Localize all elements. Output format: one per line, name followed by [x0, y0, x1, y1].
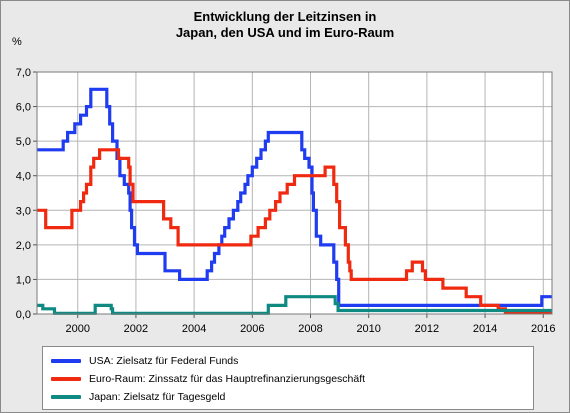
legend-swatch-euro — [51, 377, 81, 381]
legend-swatch-japan — [51, 395, 81, 399]
legend-swatch-usa — [51, 359, 81, 363]
chart-title-line-2: Japan, den USA und im Euro-Raum — [175, 25, 395, 40]
x-tick-label: 2010 — [356, 323, 380, 335]
x-tick-label: 2004 — [182, 323, 206, 335]
legend-item-euro: Euro-Raum: Zinssatz für das Hauptrefinan… — [51, 371, 365, 387]
y-tick-label: 6,0 — [16, 102, 31, 114]
x-tick-label: 2002 — [124, 323, 148, 335]
x-tick-label: 2016 — [531, 323, 555, 335]
series-line-japan — [37, 295, 552, 315]
legend-label-euro: Euro-Raum: Zinssatz für das Hauptrefinan… — [89, 373, 366, 385]
x-tick-label: 2000 — [65, 323, 89, 335]
y-tick-label: 0,0 — [16, 309, 31, 321]
y-tick-label: 1,0 — [16, 274, 31, 286]
x-tick-label: 2014 — [473, 323, 497, 335]
y-tick-label: 4,0 — [16, 171, 31, 183]
chart-title-line-1: Entwicklung der Leitzinsen in — [193, 9, 377, 24]
plot-border — [36, 71, 553, 315]
legend: USA: Zielsatz für Federal Funds Euro-Rau… — [42, 346, 534, 410]
y-axis-unit: % — [12, 36, 22, 48]
legend-item-usa: USA: Zielsatz für Federal Funds — [51, 353, 238, 369]
y-tick-label: 5,0 — [16, 136, 31, 148]
series-line-euro — [37, 148, 552, 314]
y-tick-label: 2,0 — [16, 240, 31, 252]
series-line-usa — [37, 87, 552, 307]
y-tick-label: 7,0 — [16, 67, 31, 79]
x-tick-label: 2008 — [298, 323, 322, 335]
chart-title: Entwicklung der Leitzinsen in Japan, den… — [0, 9, 570, 41]
plot-background — [36, 71, 553, 315]
x-tick-label: 2012 — [415, 323, 439, 335]
legend-label-usa: USA: Zielsatz für Federal Funds — [89, 355, 239, 367]
legend-label-japan: Japan: Zielsatz für Tagesgeld — [89, 391, 226, 403]
y-tick-label: 3,0 — [16, 205, 31, 217]
legend-item-japan: Japan: Zielsatz für Tagesgeld — [51, 389, 225, 405]
x-tick-label: 2006 — [240, 323, 264, 335]
